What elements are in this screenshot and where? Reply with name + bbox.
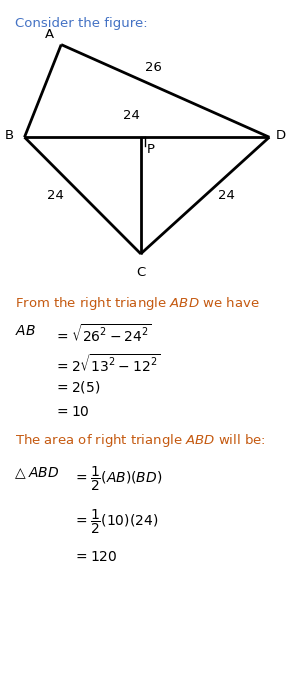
Text: 24: 24 [218, 189, 235, 202]
Text: $= \dfrac{1}{2}(AB)(BD)$: $= \dfrac{1}{2}(AB)(BD)$ [73, 465, 163, 493]
Text: $= 10$: $= 10$ [54, 405, 89, 418]
Text: P: P [146, 143, 154, 156]
Text: 26: 26 [144, 61, 162, 74]
Text: $= 120$: $= 120$ [73, 550, 118, 564]
Text: $= 2(5)$: $= 2(5)$ [54, 379, 100, 395]
Text: $= \sqrt{26^2 - 24^2}$: $= \sqrt{26^2 - 24^2}$ [54, 324, 151, 345]
Text: A: A [44, 28, 54, 41]
Text: 24: 24 [123, 109, 140, 122]
Text: $= \dfrac{1}{2}(10)(24)$: $= \dfrac{1}{2}(10)(24)$ [73, 508, 159, 536]
Text: $AB$: $AB$ [15, 324, 36, 338]
Text: 24: 24 [47, 189, 64, 202]
Text: C: C [136, 266, 145, 279]
Text: $\triangle ABD$: $\triangle ABD$ [12, 465, 59, 481]
Text: Consider the figure:: Consider the figure: [15, 17, 148, 30]
Text: $= 2\sqrt{13^2 - 12^2}$: $= 2\sqrt{13^2 - 12^2}$ [54, 353, 160, 375]
Text: B: B [5, 130, 14, 142]
Text: The area of right triangle $ABD$ will be:: The area of right triangle $ABD$ will be… [15, 432, 266, 449]
Text: From the right triangle $ABD$ we have: From the right triangle $ABD$ we have [15, 295, 260, 312]
Text: D: D [275, 130, 285, 142]
